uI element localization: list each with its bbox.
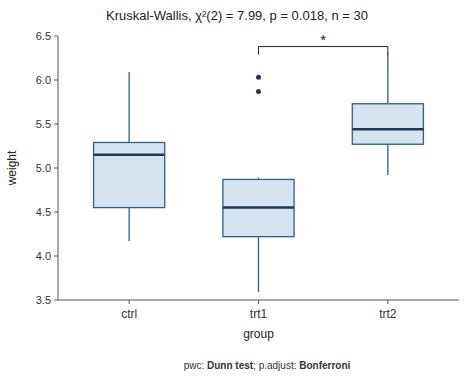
box-group bbox=[352, 53, 423, 175]
box bbox=[223, 179, 294, 236]
box bbox=[94, 142, 165, 207]
significance-bracket bbox=[259, 47, 388, 55]
y-tick bbox=[54, 80, 58, 81]
outlier bbox=[256, 89, 261, 94]
footer-part: ; p.adjust: bbox=[253, 360, 299, 371]
y-tick-label: 5.0 bbox=[36, 162, 51, 174]
y-tick-label: 5.5 bbox=[36, 118, 51, 130]
y-tick-label: 6.0 bbox=[36, 74, 51, 86]
whisker-high bbox=[387, 53, 388, 104]
whisker-low bbox=[387, 144, 388, 175]
whisker-high bbox=[128, 72, 129, 142]
chart: Kruskal-Wallis, χ²(2) = 7.99, p = 0.018,… bbox=[0, 0, 474, 379]
median bbox=[223, 206, 294, 209]
title: Kruskal-Wallis, χ²(2) = 7.99, p = 0.018,… bbox=[106, 8, 368, 23]
x-tick bbox=[387, 300, 388, 304]
x-tick-label: ctrl bbox=[121, 307, 137, 321]
x-tick bbox=[129, 300, 130, 304]
y-tick bbox=[54, 168, 58, 169]
y-axis: 3.5 4.0 4.5 5.0 5.5 6.0 6.5 bbox=[36, 30, 58, 306]
y-tick-label: 4.0 bbox=[36, 250, 51, 262]
x-tick-label: trt1 bbox=[250, 307, 268, 321]
footer-part: Bonferroni bbox=[299, 360, 350, 371]
y-tick bbox=[54, 300, 58, 301]
y-tick bbox=[54, 124, 58, 125]
footer: pwc: Dunn test; p.adjust: Bonferroni bbox=[184, 360, 351, 371]
box-group bbox=[223, 75, 294, 292]
whisker-low bbox=[258, 237, 259, 292]
box-group bbox=[94, 72, 165, 241]
footer-part: Dunn test bbox=[207, 360, 254, 371]
outlier bbox=[256, 75, 261, 80]
whisker-low bbox=[128, 208, 129, 241]
plot-marks bbox=[94, 47, 424, 293]
y-tick-label: 3.5 bbox=[36, 294, 51, 306]
y-axis-line bbox=[58, 36, 59, 300]
median bbox=[352, 128, 423, 131]
box bbox=[352, 104, 423, 144]
y-tick-label: 4.5 bbox=[36, 206, 51, 218]
x-axis-label: group bbox=[243, 327, 274, 341]
significance-label: * bbox=[320, 31, 326, 48]
y-tick bbox=[54, 212, 58, 213]
x-tick bbox=[258, 300, 259, 304]
median bbox=[94, 154, 165, 157]
x-axis: ctrl trt1 trt2 bbox=[58, 300, 459, 321]
y-axis-label: weight bbox=[5, 150, 19, 186]
y-tick-label: 6.5 bbox=[36, 30, 51, 42]
footer-part: pwc: bbox=[184, 360, 207, 371]
y-tick bbox=[54, 36, 58, 37]
x-tick-label: trt2 bbox=[379, 307, 397, 321]
y-tick bbox=[54, 256, 58, 257]
